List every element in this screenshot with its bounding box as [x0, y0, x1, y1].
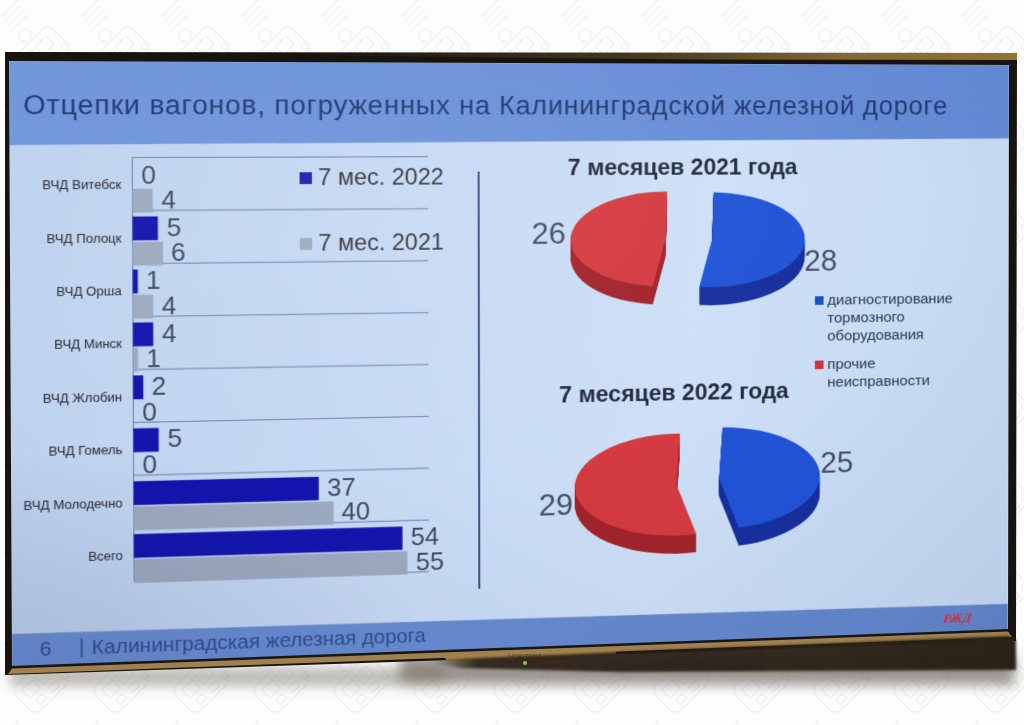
svg-text:HORIZONT: HORIZONT [509, 654, 542, 660]
svg-text:РЖД: РЖД [942, 611, 973, 626]
